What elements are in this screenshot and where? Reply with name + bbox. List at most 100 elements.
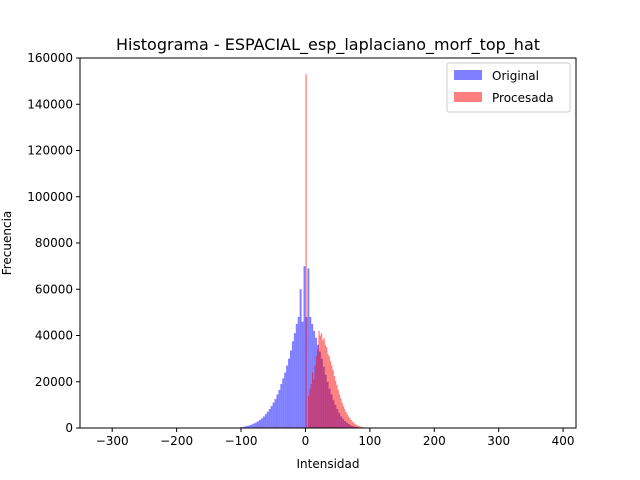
bar-original — [245, 426, 248, 428]
bar-procesada — [320, 333, 323, 428]
bar-procesada — [314, 365, 316, 428]
bar-original — [297, 317, 300, 428]
x-tick-label: −100 — [225, 434, 258, 448]
bar-original — [251, 424, 254, 428]
bar-procesada — [335, 380, 337, 428]
bar-original — [286, 365, 289, 428]
bar-original — [309, 317, 312, 428]
y-tick-label: 20000 — [35, 375, 73, 389]
x-axis-ticks: −300 −200 −100 0 100 200 300 400 — [96, 428, 575, 448]
bar-procesada — [342, 406, 345, 428]
bar-procesada — [337, 389, 339, 428]
bar-procesada — [360, 426, 363, 428]
bar-procesada — [322, 340, 324, 429]
bar-original — [253, 423, 256, 429]
y-tick-label: 160000 — [27, 51, 73, 65]
x-tick-label: 0 — [302, 434, 310, 448]
x-tick-label: −200 — [160, 434, 193, 448]
chart-title: Histograma - ESPACIAL_esp_laplaciano_mor… — [116, 35, 540, 55]
bar-original — [255, 422, 258, 428]
bar-procesada — [333, 375, 336, 428]
bar-original — [262, 416, 265, 428]
bar-original — [299, 289, 302, 428]
bar-original — [289, 350, 292, 428]
y-tick-label: 140000 — [27, 97, 73, 111]
bar-original — [261, 418, 263, 428]
bar-procesada — [349, 418, 351, 428]
bar-procesada — [351, 421, 354, 428]
x-tick-label: 100 — [358, 434, 381, 448]
series-procesada-bars — [305, 74, 379, 429]
bar-procesada — [317, 349, 319, 429]
bar-procesada — [350, 420, 352, 428]
bar-procesada — [324, 344, 327, 428]
bar-original — [301, 321, 304, 429]
bar-original — [278, 389, 281, 428]
bar-procesada — [327, 354, 329, 428]
bar-original — [276, 394, 279, 428]
bar-procesada — [318, 330, 320, 429]
bar-procesada — [345, 411, 347, 428]
bar-procesada — [332, 370, 334, 428]
bar-original — [266, 411, 269, 428]
bar-procesada — [323, 337, 325, 428]
y-tick-label: 40000 — [35, 329, 73, 343]
bar-procesada — [347, 416, 350, 428]
bar-procesada — [309, 388, 311, 428]
x-axis-label: Intensidad — [296, 457, 359, 471]
bar-procesada — [359, 426, 361, 428]
bar-original — [274, 399, 277, 428]
bar-original — [243, 426, 246, 428]
y-axis-ticks: 0 20000 40000 60000 80000 100000 120000 140000 1… — [27, 51, 80, 435]
bar-procesada — [331, 365, 333, 428]
bar-original — [288, 358, 290, 429]
bar-original — [270, 406, 273, 428]
bar-procesada — [319, 335, 321, 428]
x-tick-label: 400 — [552, 434, 575, 448]
bar-procesada — [308, 395, 310, 429]
legend-label-procesada: Procesada — [492, 91, 554, 105]
bar-procesada — [315, 356, 318, 428]
bar-procesada — [340, 398, 342, 428]
bar-original — [303, 266, 306, 429]
bar-procesada — [336, 385, 338, 428]
bar-procesada — [355, 424, 357, 428]
bar-procesada — [344, 409, 346, 428]
y-axis-label: Frecuencia — [0, 211, 14, 276]
bar-original — [249, 424, 252, 428]
bar-procesada — [354, 423, 356, 428]
bar-original — [291, 341, 294, 428]
bar-original — [259, 419, 262, 428]
bar-procesada — [311, 372, 314, 428]
y-tick-label: 80000 — [35, 236, 73, 250]
bar-original — [293, 333, 296, 428]
y-tick-label: 60000 — [35, 282, 73, 296]
legend-label-original: Original — [492, 69, 539, 83]
bar-original — [272, 402, 275, 428]
bar-original — [264, 414, 267, 429]
bar-procesada — [341, 402, 343, 428]
bar-procesada — [338, 394, 341, 428]
bar-procesada — [328, 356, 330, 428]
y-tick-label: 0 — [65, 421, 73, 435]
legend: Original Procesada — [446, 62, 571, 113]
x-tick-label: −300 — [96, 434, 129, 448]
x-tick-label: 200 — [423, 434, 446, 448]
bar-original — [307, 268, 310, 428]
bar-procesada — [346, 414, 348, 429]
y-tick-label: 120000 — [27, 144, 73, 158]
legend-swatch-original — [454, 70, 482, 80]
x-tick-label: 300 — [487, 434, 510, 448]
bar-original — [284, 372, 287, 428]
bar-procesada — [310, 384, 312, 428]
bar-original — [268, 409, 271, 428]
bar-original — [280, 384, 283, 428]
bar-original — [295, 323, 298, 428]
bar-procesada — [353, 422, 355, 428]
bar-original — [247, 425, 250, 428]
legend-swatch-procesada — [454, 92, 482, 102]
bar-procesada — [305, 74, 307, 428]
bar-procesada — [326, 347, 328, 428]
bar-procesada — [313, 379, 315, 428]
